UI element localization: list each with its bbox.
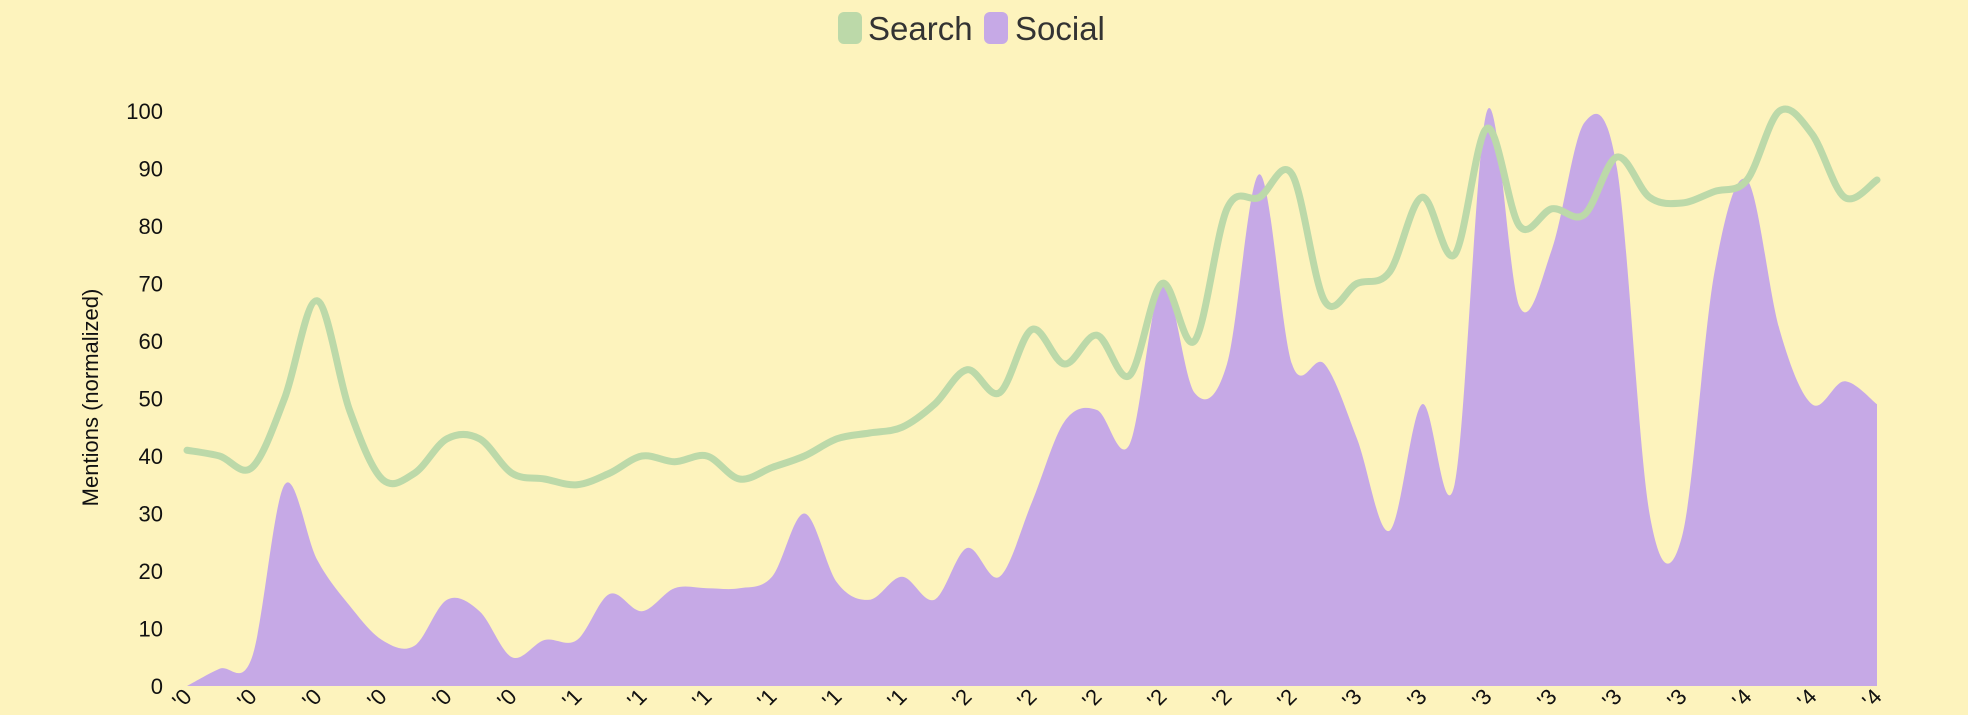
y-tick-label-60: 60: [139, 329, 163, 354]
legend-swatch-search: [838, 12, 862, 44]
x-tick-label-3: '0: [362, 684, 391, 713]
x-tick-label-8: '1: [687, 684, 716, 713]
legend: Search Social: [838, 10, 1105, 47]
x-tick-label-2: '0: [297, 684, 326, 713]
x-tick-label-16: '2: [1207, 684, 1236, 713]
x-tick-label-12: '2: [947, 684, 976, 713]
y-tick-label-70: 70: [139, 272, 163, 297]
x-tick-label-15: '2: [1142, 684, 1171, 713]
x-tick-label-19: '3: [1402, 684, 1431, 713]
x-tick-label-26: '4: [1857, 684, 1886, 713]
x-tick-label-14: '2: [1077, 684, 1106, 713]
y-tick-label-0: 0: [151, 674, 163, 699]
x-tick-label-11: '1: [882, 684, 911, 713]
y-tick-label-80: 80: [139, 214, 163, 239]
x-tick-label-5: '0: [492, 684, 521, 713]
y-tick-label-50: 50: [139, 387, 163, 412]
series-social-area: [187, 108, 1877, 687]
y-tick-label-10: 10: [139, 617, 163, 642]
x-tick-label-9: '1: [752, 684, 781, 713]
legend-swatch-social: [984, 12, 1008, 44]
plot-area: [183, 105, 1881, 687]
series-search-line: [183, 105, 1881, 489]
y-axis-title: Mentions (normalized): [78, 289, 103, 507]
y-tick-label-40: 40: [139, 444, 163, 469]
x-tick-label-6: '1: [557, 684, 586, 713]
x-tick-label-1: '0: [232, 684, 261, 713]
legend-label-social: Social: [1015, 10, 1105, 47]
x-tick-label-23: '3: [1662, 684, 1691, 713]
x-axis: '0 '0 '0 '0 '0 '0 '1 '1 '1 '1 '1 '1 '2 '2 '2 '2 '2 '2 '3 '3…: [167, 684, 1886, 713]
x-tick-label-13: '2: [1012, 684, 1041, 713]
x-tick-label-24: '4: [1727, 684, 1756, 713]
x-tick-label-4: '0: [427, 684, 456, 713]
x-tick-label-17: '2: [1272, 684, 1301, 713]
x-tick-label-20: '3: [1467, 684, 1496, 713]
x-tick-label-10: '1: [817, 684, 846, 713]
x-tick-label-21: '3: [1532, 684, 1561, 713]
x-tick-label-7: '1: [622, 684, 651, 713]
x-tick-label-18: '3: [1337, 684, 1366, 713]
x-tick-label-22: '3: [1597, 684, 1626, 713]
y-tick-label-20: 20: [139, 559, 163, 584]
y-tick-label-100: 100: [126, 99, 163, 124]
legend-label-search: Search: [868, 10, 973, 47]
y-tick-label-90: 90: [139, 157, 163, 182]
y-tick-label-30: 30: [139, 502, 163, 527]
x-tick-label-0: '0: [167, 684, 196, 713]
x-tick-label-25: '4: [1792, 684, 1821, 713]
y-axis: 0 10 20 30 40 50 60 70 80 90 100: [126, 99, 163, 699]
